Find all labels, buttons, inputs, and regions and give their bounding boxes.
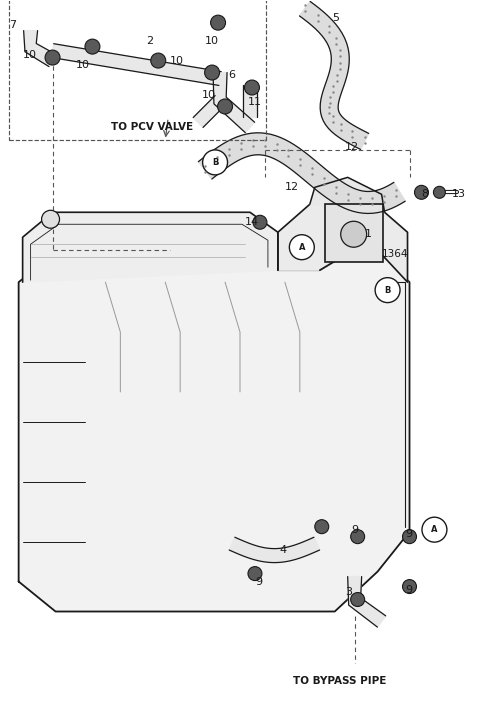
Circle shape <box>351 592 365 607</box>
Polygon shape <box>243 85 257 117</box>
Circle shape <box>289 235 314 260</box>
Circle shape <box>204 65 219 80</box>
Bar <box>325 204 383 262</box>
Text: 9: 9 <box>352 525 359 535</box>
Text: 1364: 1364 <box>382 249 408 259</box>
Polygon shape <box>278 197 408 282</box>
Circle shape <box>403 530 417 544</box>
Text: 12: 12 <box>345 142 359 152</box>
Circle shape <box>415 185 429 199</box>
Circle shape <box>351 530 365 544</box>
Circle shape <box>433 187 445 199</box>
Text: 4: 4 <box>280 545 287 555</box>
Circle shape <box>211 15 226 30</box>
Circle shape <box>45 50 60 65</box>
Polygon shape <box>24 31 56 67</box>
Circle shape <box>42 210 60 229</box>
Circle shape <box>85 39 100 54</box>
Polygon shape <box>193 95 225 127</box>
Circle shape <box>253 215 267 229</box>
Text: 9: 9 <box>406 585 413 595</box>
Polygon shape <box>310 177 384 212</box>
Text: 5: 5 <box>332 13 339 23</box>
Text: B: B <box>212 158 218 167</box>
Text: 1: 1 <box>365 229 372 239</box>
Polygon shape <box>300 1 369 150</box>
Text: B: B <box>384 286 391 295</box>
Text: TO PCV VALVE: TO PCV VALVE <box>111 122 193 132</box>
Polygon shape <box>229 538 320 562</box>
Circle shape <box>422 517 447 542</box>
Polygon shape <box>213 73 255 132</box>
Text: 13: 13 <box>451 189 466 199</box>
Bar <box>9 0 266 140</box>
Text: 10: 10 <box>170 56 184 66</box>
Text: 11: 11 <box>248 98 262 108</box>
Text: 10: 10 <box>23 50 36 60</box>
Text: 8: 8 <box>421 189 429 199</box>
Text: A: A <box>299 243 305 252</box>
Text: 10: 10 <box>205 36 219 46</box>
Polygon shape <box>23 212 278 282</box>
Polygon shape <box>19 252 409 612</box>
Circle shape <box>217 99 232 114</box>
Circle shape <box>203 150 228 175</box>
Circle shape <box>341 221 367 247</box>
Polygon shape <box>348 577 386 627</box>
Circle shape <box>151 53 166 68</box>
Circle shape <box>244 80 260 95</box>
Text: 14: 14 <box>245 217 259 227</box>
Circle shape <box>375 278 400 303</box>
Text: 10: 10 <box>202 90 216 100</box>
Circle shape <box>248 567 262 580</box>
Polygon shape <box>198 133 405 214</box>
Text: 7: 7 <box>9 20 16 30</box>
Text: TO BYPASS PIPE: TO BYPASS PIPE <box>293 676 386 686</box>
Polygon shape <box>51 43 221 85</box>
Circle shape <box>315 520 329 534</box>
Text: 2: 2 <box>146 36 154 46</box>
Text: 6: 6 <box>228 70 235 80</box>
Text: 9: 9 <box>255 577 262 587</box>
Text: 10: 10 <box>75 60 89 70</box>
Circle shape <box>403 580 417 594</box>
Text: 12: 12 <box>285 182 299 192</box>
Text: A: A <box>431 525 438 534</box>
Text: 9: 9 <box>406 528 413 539</box>
Text: 3: 3 <box>345 587 352 597</box>
